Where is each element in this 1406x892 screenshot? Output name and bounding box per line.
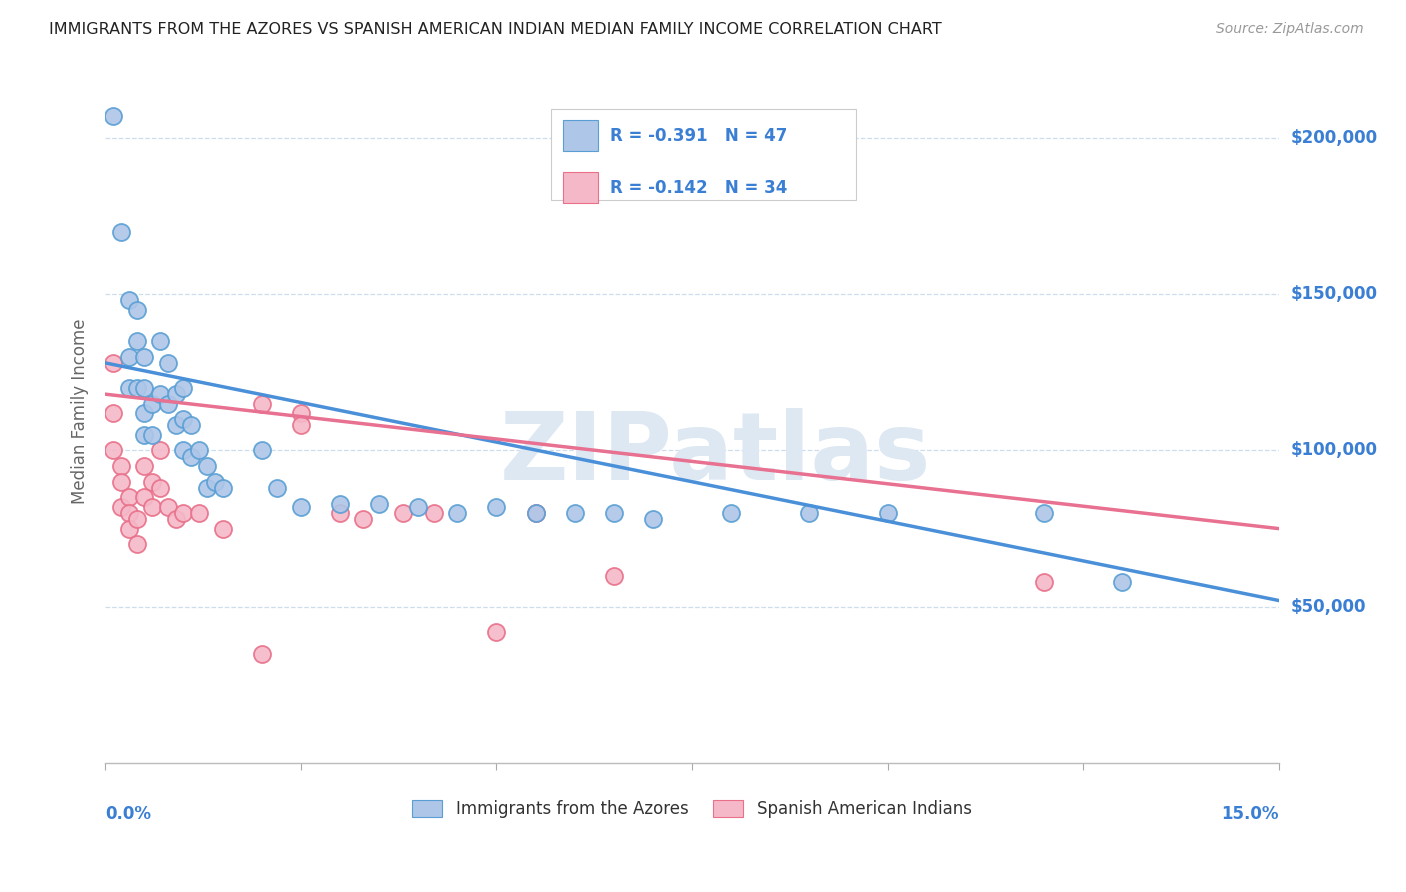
Point [125,381,148,395]
Text: IMMIGRANTS FROM THE AZORES VS SPANISH AMERICAN INDIAN MEDIAN FAMILY INCOME CORRE: IMMIGRANTS FROM THE AZORES VS SPANISH AM… [49,22,942,37]
Text: Source: ZipAtlas.com: Source: ZipAtlas.com [1216,22,1364,37]
Point [368,497,391,511]
Point [134,427,156,442]
Point [101,109,124,123]
Point [641,512,664,526]
Point [290,418,312,433]
FancyBboxPatch shape [562,172,598,203]
Point [134,350,156,364]
Point [141,475,163,489]
Point [188,506,211,520]
Point [165,387,187,401]
Point [141,427,163,442]
Point [118,491,141,505]
Point [1033,574,1056,589]
Point [165,418,187,433]
Point [603,506,626,520]
Point [290,406,312,420]
Text: ZIPatlas: ZIPatlas [501,408,931,500]
Point [1033,506,1056,520]
Point [250,443,273,458]
Point [352,512,374,526]
Point [172,412,194,426]
Point [290,500,312,514]
Point [125,302,148,317]
Text: $50,000: $50,000 [1291,598,1367,615]
Point [118,293,141,308]
Point [564,506,586,520]
Point [110,459,132,474]
Point [876,506,898,520]
Point [485,624,508,639]
Point [1111,574,1133,589]
Text: R = -0.142   N = 34: R = -0.142 N = 34 [610,178,787,196]
Point [391,506,413,520]
Text: R = -0.391   N = 47: R = -0.391 N = 47 [610,127,787,145]
FancyBboxPatch shape [551,109,856,201]
Point [329,497,352,511]
Point [118,381,141,395]
Point [118,350,141,364]
Point [101,406,124,420]
Point [799,506,821,520]
Point [204,475,226,489]
Point [110,500,132,514]
Point [125,537,148,551]
Point [720,506,742,520]
Point [110,475,132,489]
Point [406,500,429,514]
Point [156,356,179,370]
Point [524,506,547,520]
Point [485,500,508,514]
Text: $150,000: $150,000 [1291,285,1378,303]
FancyBboxPatch shape [562,120,598,152]
Point [134,381,156,395]
Point [329,506,352,520]
Point [180,450,202,464]
Point [149,443,172,458]
Point [603,568,626,582]
Point [524,506,547,520]
Point [118,506,141,520]
Point [156,500,179,514]
Point [211,522,233,536]
Point [188,443,211,458]
Point [172,506,194,520]
Point [125,334,148,348]
Text: 0.0%: 0.0% [105,805,152,823]
Point [165,512,187,526]
Point [266,481,288,495]
Point [134,491,156,505]
Point [423,506,446,520]
Point [149,387,172,401]
Point [149,334,172,348]
Point [134,459,156,474]
Point [134,406,156,420]
Point [211,481,233,495]
Point [250,396,273,410]
Point [101,443,124,458]
Text: 15.0%: 15.0% [1222,805,1279,823]
Point [118,522,141,536]
Point [101,356,124,370]
Y-axis label: Median Family Income: Median Family Income [72,318,89,504]
Point [172,443,194,458]
Text: $200,000: $200,000 [1291,128,1378,147]
Point [250,647,273,661]
Legend: Immigrants from the Azores, Spanish American Indians: Immigrants from the Azores, Spanish Amer… [406,794,979,825]
Point [446,506,468,520]
Point [110,225,132,239]
Point [180,418,202,433]
Point [195,481,218,495]
Point [141,500,163,514]
Point [125,512,148,526]
Point [156,396,179,410]
Point [141,396,163,410]
Point [149,481,172,495]
Point [195,459,218,474]
Text: $100,000: $100,000 [1291,442,1378,459]
Point [172,381,194,395]
